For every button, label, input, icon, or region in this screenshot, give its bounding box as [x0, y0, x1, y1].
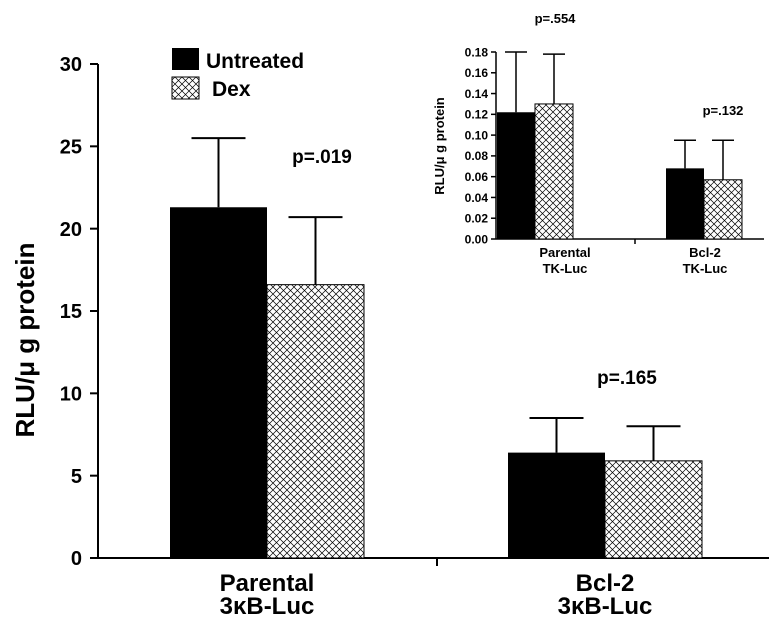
inset-y-axis-label: RLU/μ g protein — [432, 97, 447, 195]
inset-chart-y-ticks: 0.00 0.02 0.04 0.06 0.08 0.10 0.12 0.14 0.16 0.18 — [465, 45, 496, 246]
main-y-axis-label: RLU/μ g protein — [10, 243, 40, 438]
main-bar-dex-2 — [605, 461, 702, 558]
legend-label-dex: Dex — [212, 78, 251, 101]
inset-y-tick-label-5: 0.10 — [465, 128, 489, 142]
inset-bar-untreated-2 — [666, 168, 704, 239]
legend-label-untreated: Untreated — [206, 50, 304, 73]
legend: Untreated Dex — [172, 48, 304, 101]
main-y-tick-label-6: 30 — [60, 54, 82, 76]
main-y-tick-label-5: 25 — [60, 137, 82, 159]
inset-y-tick-label-1: 0.02 — [465, 212, 489, 226]
main-y-tick-label-1: 5 — [71, 466, 82, 488]
inset-y-tick-label-2: 0.04 — [465, 191, 489, 205]
main-bar-dex-1 — [267, 285, 364, 558]
inset-y-tick-label-4: 0.08 — [465, 149, 489, 163]
legend-swatch-untreated — [172, 48, 199, 70]
main-bar-untreated-1 — [170, 207, 267, 558]
main-y-tick-label-4: 20 — [60, 219, 82, 241]
inset-y-tick-label-6: 0.12 — [465, 108, 489, 122]
main-annotation-pvalue-2: p=.165 — [597, 368, 657, 389]
main-bar-untreated-2 — [508, 453, 605, 558]
main-chart: 0 5 10 15 20 25 30 RLU/μ g protein Parental 3κ… — [10, 48, 769, 619]
main-category-label-1-line2: 3κB-Luc — [220, 593, 315, 619]
inset-category-label-1-line2: TK-Luc — [543, 261, 588, 276]
inset-category-label-1-line1: Parental — [539, 245, 590, 260]
inset-y-tick-label-3: 0.06 — [465, 170, 489, 184]
inset-bar-dex-1 — [535, 104, 573, 239]
inset-category-label-2-line1: Bcl-2 — [689, 245, 721, 260]
inset-y-tick-label-7: 0.14 — [465, 87, 489, 101]
inset-bar-untreated-1 — [497, 112, 535, 239]
inset-annotation-pvalue-1: p=.554 — [535, 11, 577, 26]
inset-y-tick-label-9: 0.18 — [465, 45, 489, 59]
main-category-label-2-line2: 3κB-Luc — [558, 593, 653, 619]
inset-bar-dex-2 — [704, 180, 742, 239]
inset-y-tick-label-0: 0.00 — [465, 232, 489, 246]
main-annotation-pvalue-1: p=.019 — [292, 147, 352, 168]
legend-swatch-dex — [172, 77, 199, 99]
inset-chart-bars — [497, 104, 742, 239]
inset-category-label-2-line2: TK-Luc — [683, 261, 728, 276]
inset-annotation-pvalue-2: p=.132 — [703, 103, 744, 118]
main-chart-y-ticks: 0 5 10 15 20 25 30 — [60, 54, 98, 570]
inset-y-tick-label-8: 0.16 — [465, 66, 489, 80]
main-y-tick-label-2: 10 — [60, 384, 82, 406]
main-y-tick-label-0: 0 — [71, 548, 82, 570]
main-y-tick-label-3: 15 — [60, 301, 82, 323]
inset-chart: 0.00 0.02 0.04 0.06 0.08 0.10 0.12 0.14 0.16 0.18… — [432, 11, 764, 276]
